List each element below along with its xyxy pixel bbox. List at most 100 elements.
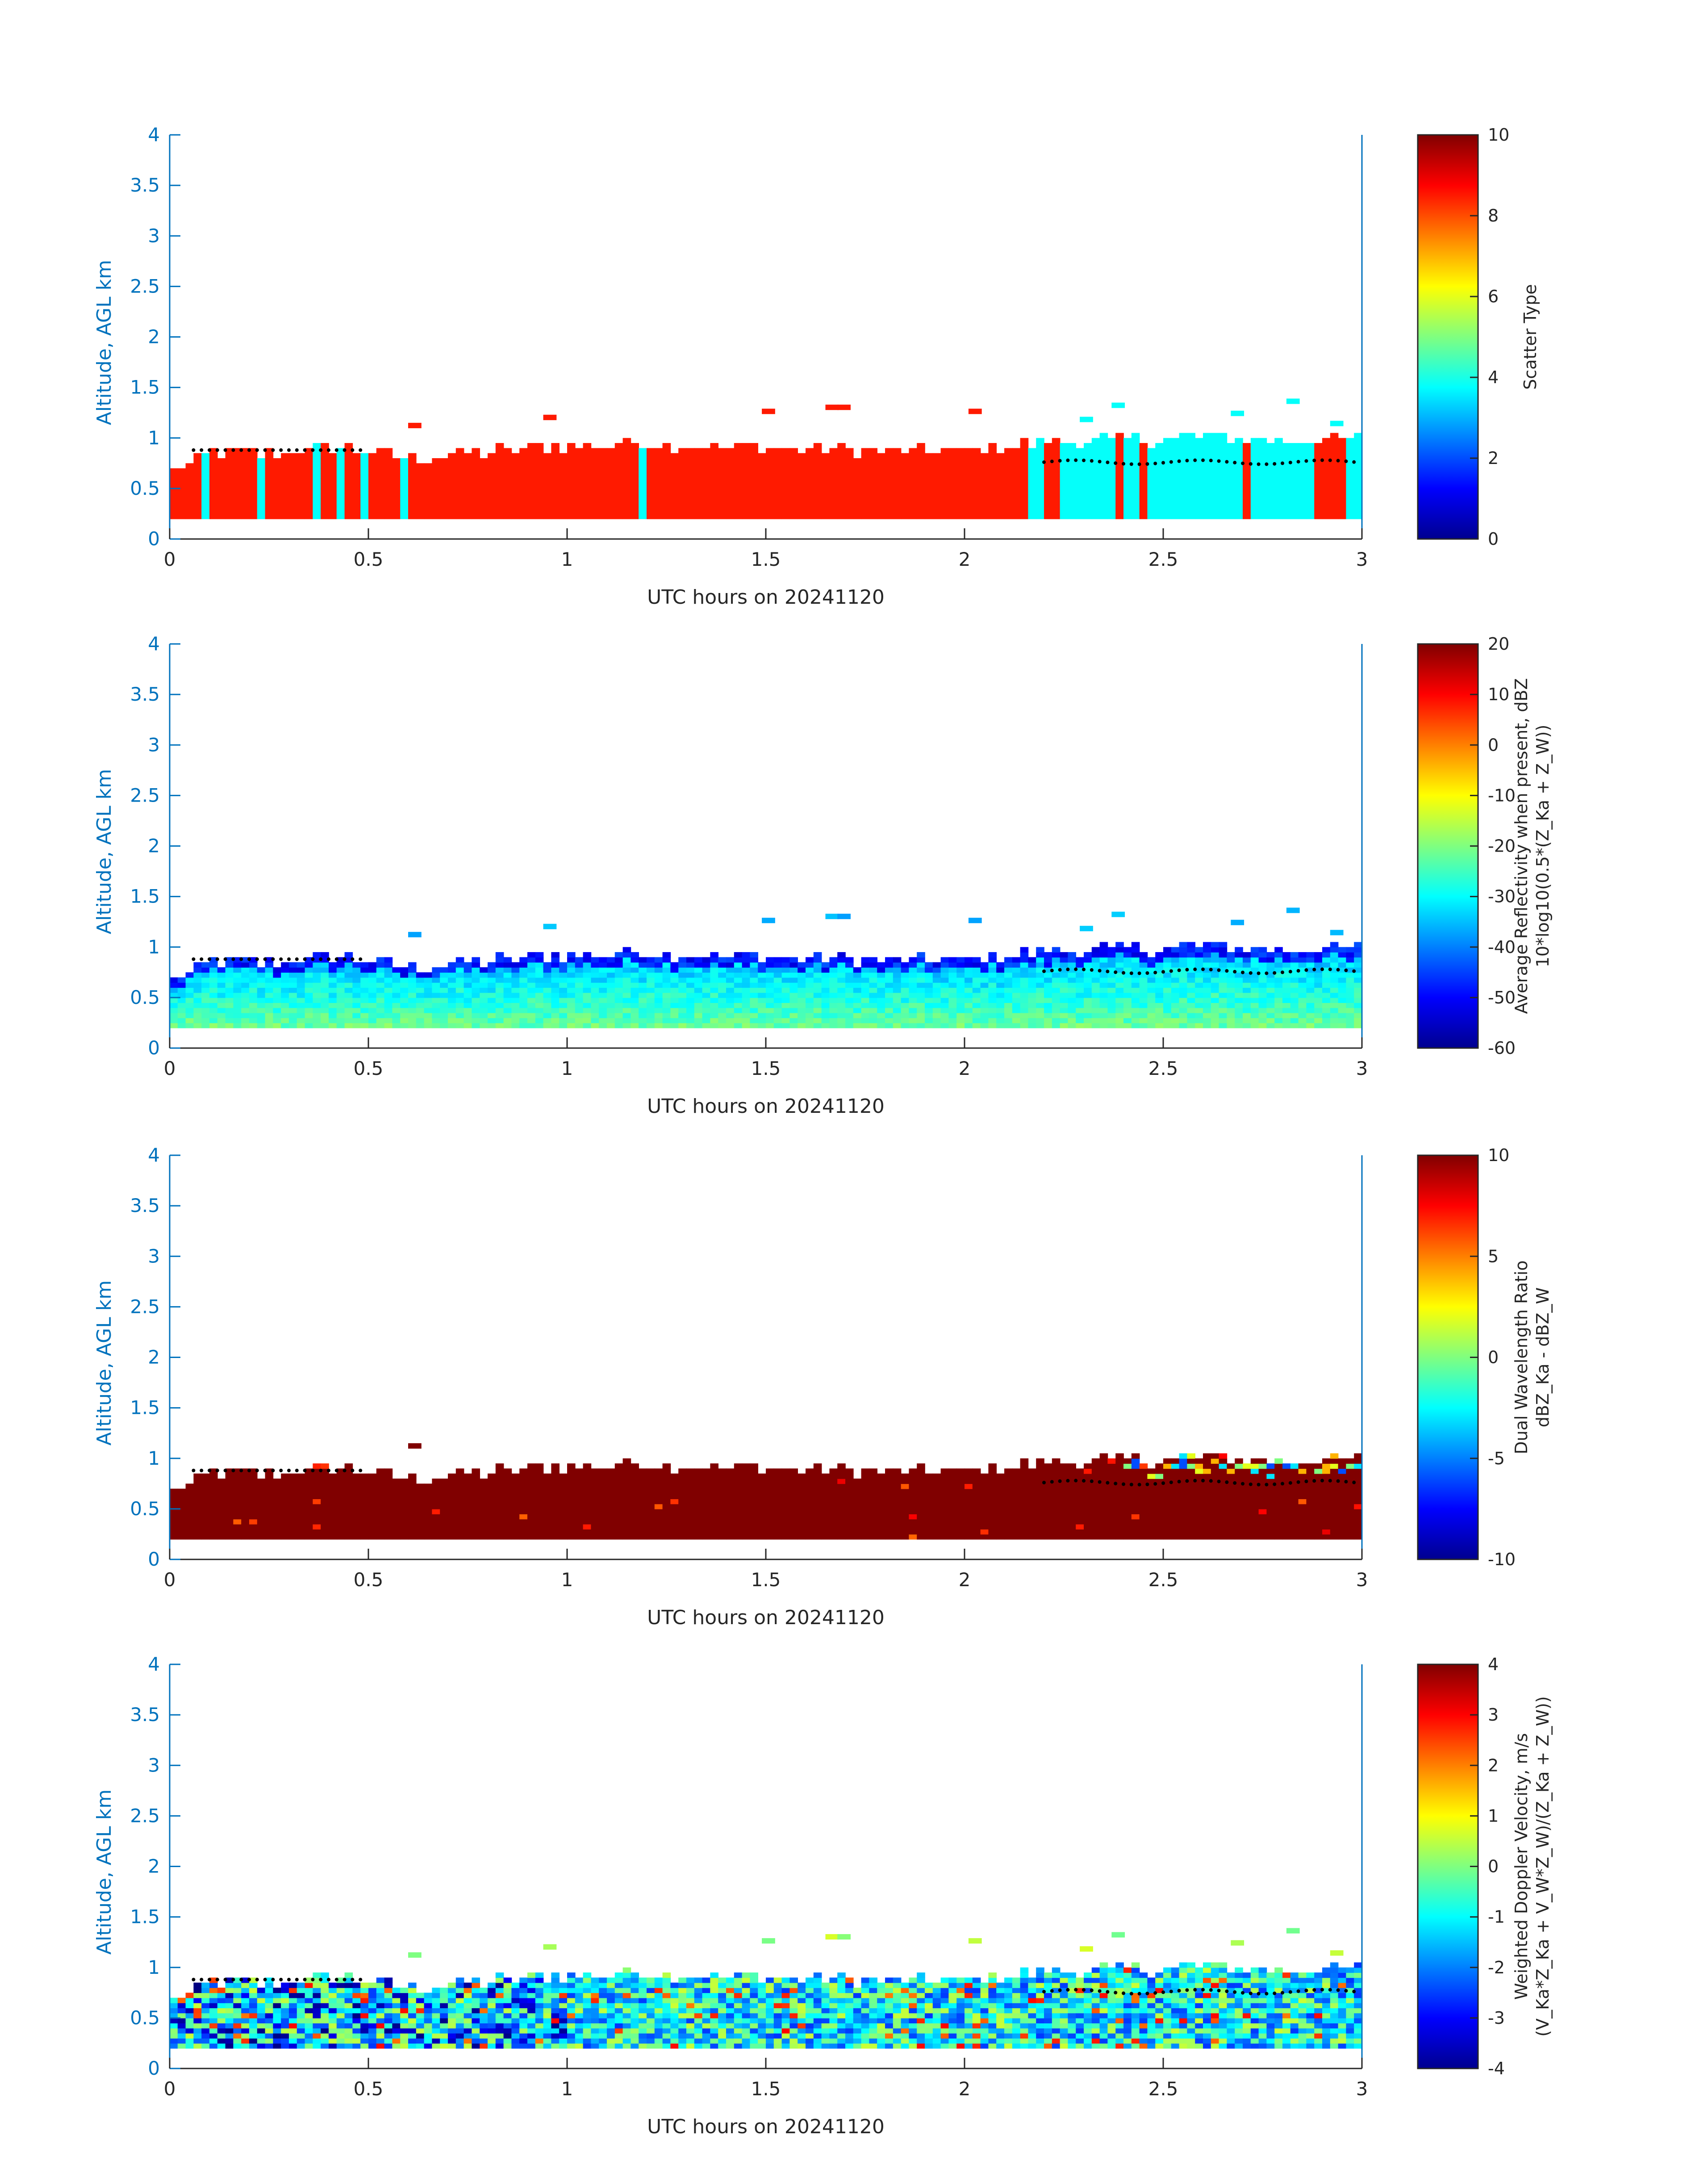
heat-cell [265,478,274,484]
heat-cell [1243,498,1251,504]
heat-cell [622,1012,631,1018]
y-tick-label: 3.5 [130,174,160,196]
heat-cell [575,977,584,983]
heat-cell [1203,473,1211,479]
heat-cell [1004,498,1013,504]
heat-cell [622,498,631,504]
heat-cell [503,992,512,998]
heat-cell [956,514,965,519]
heat-cell [225,1493,234,1500]
heat-cell [1084,972,1092,978]
heat-cell [543,962,552,968]
heat-cell [1099,498,1108,504]
heat-cell [948,463,957,469]
heat-cell [932,458,941,464]
heat-cell [209,453,218,459]
heat-cell [511,514,520,519]
heat-cell [225,458,234,464]
heat-cell [861,509,870,514]
heat-cell [480,982,488,988]
heat-cell [662,977,671,983]
heat-cell [1060,1018,1069,1024]
heat-cell [1195,1003,1203,1008]
heat-cell [1195,458,1203,464]
heat-cell [1266,448,1275,454]
heat-cell [639,977,647,983]
heat-cell [1036,982,1044,988]
heat-cell [1298,1012,1307,1018]
heat-cell [861,957,870,963]
heat-cell [360,977,369,983]
heat-cell [639,509,647,514]
heat-cell [360,488,369,494]
heat-cell [575,503,584,509]
heat-cell [1123,982,1132,988]
heat-cell [1131,478,1140,484]
heat-cell [1131,1023,1140,1028]
heat-cell [201,967,210,973]
y-tick-label: 1 [148,427,160,449]
heat-cell [1314,967,1323,973]
heat-cell [702,972,711,978]
heat-cell [527,503,536,509]
heat-cell [614,483,623,489]
heat-cell [472,478,480,484]
heat-cell [607,962,615,968]
heat-cell [853,473,862,479]
heat-cell [869,514,877,519]
heat-cell [1354,473,1362,479]
heat-cell [1346,982,1354,988]
heat-cell [750,448,758,454]
heat-cell [1052,514,1061,519]
heat-cell [416,1018,425,1024]
heat-cell [678,514,687,519]
heat-cell [861,1023,870,1028]
heat-cell [472,1003,480,1008]
heat-cell [965,488,973,494]
heat-cell [464,1003,472,1008]
heat-cell [1076,453,1084,459]
heat-cell [988,967,997,973]
heat-cell [773,967,782,973]
heat-cell [1346,498,1354,504]
heat-cell [1203,468,1211,474]
heat-cell [861,1003,870,1008]
heat-cell [329,514,337,519]
heat-cell [670,509,679,514]
heat-cell [742,468,751,474]
heat-cell [853,498,862,504]
heat-cell [432,1018,440,1024]
heat-cell [1306,1007,1315,1013]
heat-cell [241,1529,250,1535]
heat-cell [821,997,830,1003]
heat-cell [432,1023,440,1028]
heat-cell [360,962,369,968]
heat-cell [789,967,798,973]
heat-cell [686,488,695,494]
heat-cell [241,1007,250,1013]
heat-cell [448,1529,456,1535]
heat-cell [368,1524,377,1529]
heat-cell [296,483,305,489]
heat-cell [424,473,433,479]
heat-cell [273,1529,281,1535]
heat-cell [352,468,361,474]
heat-cell [1091,997,1100,1003]
heat-cell [519,1018,528,1024]
heat-cell [281,972,289,978]
heat-cell [678,967,687,973]
heat-cell [988,1023,997,1028]
heat-cell [1099,1007,1108,1013]
heat-cell [1147,463,1156,469]
heat-cell [519,1003,528,1008]
heat-cell [1179,478,1188,484]
heat-cell [1243,967,1251,973]
heat-cell [654,514,663,519]
heat-cell [233,509,242,514]
heat-cell [193,509,202,514]
heat-cell [185,514,194,519]
heat-cell [527,488,536,494]
heat-cell [1012,483,1021,489]
heat-cell [344,997,353,1003]
heat-cell [965,1012,973,1018]
